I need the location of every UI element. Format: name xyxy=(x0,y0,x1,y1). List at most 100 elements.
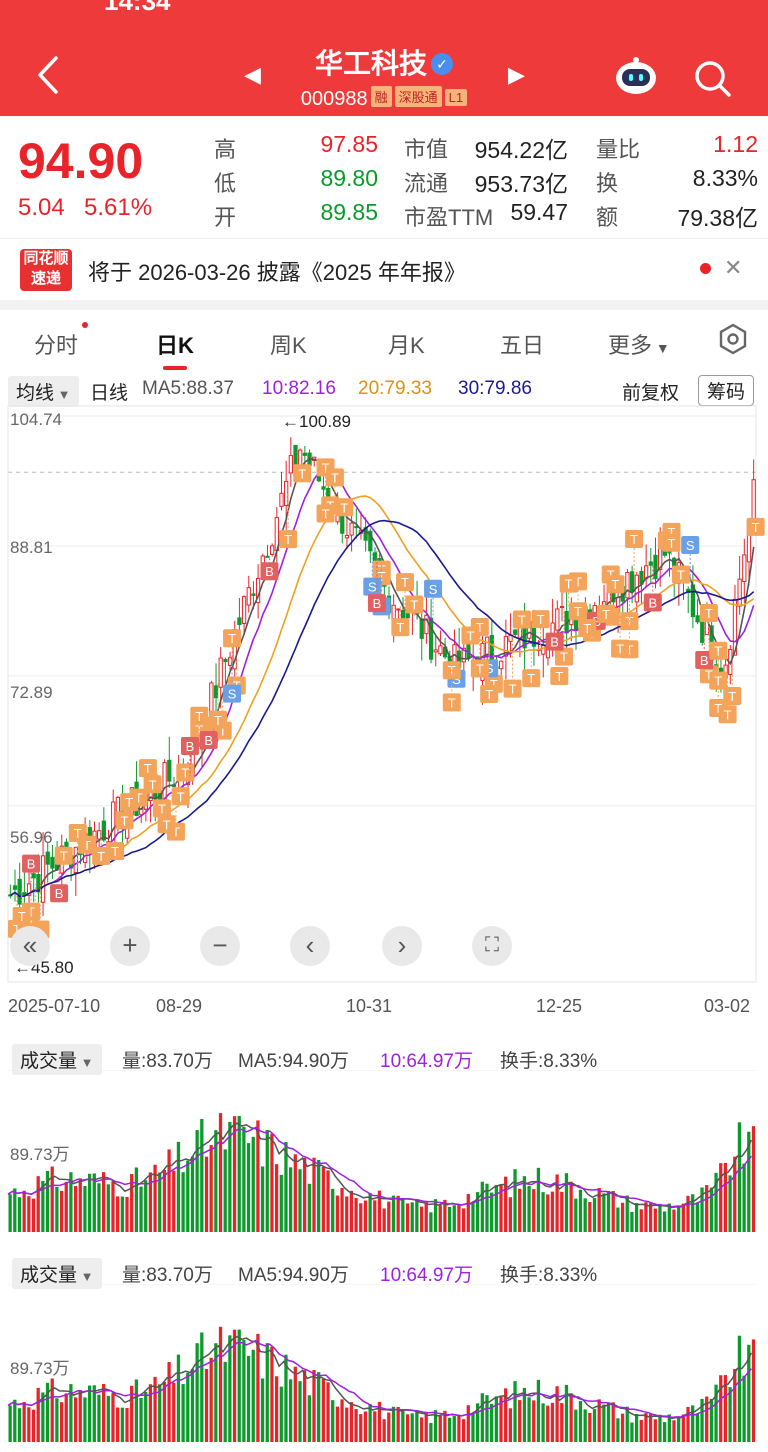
prev-stock-icon[interactable]: ◀ xyxy=(244,62,261,87)
signal-badge: T xyxy=(143,775,162,794)
svg-text:B: B xyxy=(648,595,657,610)
svg-text:T: T xyxy=(466,629,474,644)
svg-text:T: T xyxy=(602,607,610,622)
kline-chart[interactable]: TTTTTTSTTBTTTTTTTBTTTTTTTSTTTTTTTTTTSTBB… xyxy=(0,404,768,986)
svg-text:S: S xyxy=(368,580,377,595)
stock-code: 000988 xyxy=(300,88,368,110)
tag-level: L1 xyxy=(444,89,468,106)
signal-badge: T xyxy=(325,468,344,505)
adjust-mode[interactable]: 前复权 xyxy=(622,383,680,404)
svg-text:T: T xyxy=(555,669,563,684)
signal-badge: T xyxy=(531,610,550,647)
volume-value-2: 量:83.70万 xyxy=(122,1265,213,1286)
svg-text:B: B xyxy=(265,564,274,579)
svg-text:T: T xyxy=(83,838,91,853)
x-tick-3: 10-31 xyxy=(346,996,393,1016)
close-icon[interactable]: ✕ xyxy=(724,255,743,280)
svg-text:T: T xyxy=(476,620,484,635)
value-market-cap: 954.22亿 xyxy=(474,137,568,163)
svg-text:T: T xyxy=(714,674,722,689)
svg-text:T: T xyxy=(611,577,619,592)
svg-text:T: T xyxy=(378,569,386,584)
settings-hexagon-icon[interactable] xyxy=(716,322,750,356)
signal-badge: T xyxy=(671,565,690,584)
volume-chart[interactable] xyxy=(0,1070,768,1240)
svg-text:T: T xyxy=(574,604,582,619)
svg-text:T: T xyxy=(485,687,493,702)
svg-text:S: S xyxy=(485,661,494,676)
fullscreen-icon[interactable]: ⛶ xyxy=(472,926,512,966)
value-low: 89.80 xyxy=(320,165,378,191)
signal-badge: T xyxy=(120,793,139,829)
period-label: 日线 xyxy=(90,383,129,404)
volume-ma5: MA5:94.90万 xyxy=(238,1051,349,1072)
svg-text:T: T xyxy=(705,667,713,682)
ma5-value: MA5:88.37 xyxy=(142,378,234,399)
svg-text:T: T xyxy=(527,671,535,686)
ma10-line xyxy=(9,468,755,898)
svg-text:T: T xyxy=(490,677,498,692)
scroll-left-fast-button[interactable]: « xyxy=(10,926,50,966)
svg-text:T: T xyxy=(668,536,676,551)
label-low: 低 xyxy=(214,171,237,196)
tab-weekly-k[interactable]: 周K xyxy=(270,333,307,358)
volume-chart-2[interactable] xyxy=(0,1284,768,1450)
svg-text:T: T xyxy=(714,701,722,716)
label-turnover: 换 xyxy=(596,171,619,196)
active-tab-indicator xyxy=(163,366,187,370)
signal-badge: B xyxy=(22,854,41,896)
tab-five-day[interactable]: 五日 xyxy=(500,333,545,358)
label-float-cap: 流通 xyxy=(404,171,449,196)
svg-text:T: T xyxy=(18,909,26,924)
tab-monthly-k[interactable]: 月K xyxy=(388,333,425,358)
signal-badge: S xyxy=(223,661,242,703)
volume-ma-line xyxy=(7,1339,752,1419)
svg-text:T: T xyxy=(219,724,227,739)
svg-text:T: T xyxy=(331,470,339,485)
x-tick-1: 2025-07-10 xyxy=(8,996,101,1016)
svg-text:T: T xyxy=(668,525,676,540)
robot-assistant-icon[interactable] xyxy=(614,56,658,96)
value-turnover: 8.33% xyxy=(692,165,758,191)
ths-express-logo: 同花顺 速递 xyxy=(20,249,72,291)
scroll-right-button[interactable]: › xyxy=(382,926,422,966)
value-pe: 59.47 xyxy=(510,199,568,225)
signal-badge: T xyxy=(176,763,195,782)
back-icon[interactable] xyxy=(30,52,66,98)
svg-text:T: T xyxy=(149,777,157,792)
scroll-left-button[interactable]: ‹ xyxy=(290,926,330,966)
next-stock-icon[interactable]: ▶ xyxy=(508,62,525,87)
ma20-line xyxy=(9,495,755,898)
svg-text:T: T xyxy=(60,849,68,864)
signal-badge: T xyxy=(709,641,728,661)
svg-text:T: T xyxy=(322,460,330,475)
signal-badge: T xyxy=(405,595,424,618)
tab-intraday[interactable]: 分时 xyxy=(34,333,79,358)
high-marker: ←100.89 xyxy=(282,412,351,431)
ma20-value: 20:79.33 xyxy=(358,378,432,399)
volume-turnover-2: 换手:8.33% xyxy=(500,1265,598,1286)
search-icon[interactable] xyxy=(692,58,732,98)
svg-text:T: T xyxy=(625,642,633,657)
svg-text:B: B xyxy=(204,733,213,748)
svg-text:B: B xyxy=(27,857,36,872)
svg-text:T: T xyxy=(583,621,591,636)
chips-button[interactable]: 筹码 xyxy=(698,375,755,406)
svg-text:T: T xyxy=(724,707,732,722)
svg-text:T: T xyxy=(144,761,152,776)
svg-text:T: T xyxy=(125,795,133,810)
ma-selector[interactable]: 均线 ▼ xyxy=(8,376,79,407)
signal-badge: T xyxy=(662,533,681,556)
label-market-cap: 市值 xyxy=(404,137,449,162)
volume-ma10: 10:64.97万 xyxy=(380,1051,473,1072)
value-volume-ratio: 1.12 xyxy=(713,131,758,157)
svg-text:T: T xyxy=(476,662,484,677)
tab-daily-k[interactable]: 日K xyxy=(156,333,194,358)
zoom-in-button[interactable]: + xyxy=(110,926,150,966)
svg-text:T: T xyxy=(677,568,685,583)
announcement-bar[interactable]: 同花顺 速递 将于 2026-03-26 披露《2025 年年报》 ✕ xyxy=(0,238,768,301)
signal-badge: T xyxy=(597,604,616,623)
tab-more[interactable]: 更多 ▼ xyxy=(608,333,670,358)
announcement-text[interactable]: 将于 2026-03-26 披露《2025 年年报》 xyxy=(88,260,466,285)
zoom-out-button[interactable]: − xyxy=(200,926,240,966)
